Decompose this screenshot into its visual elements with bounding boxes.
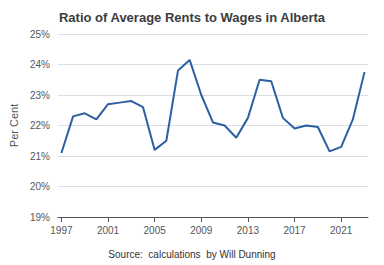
svg-text:24%: 24%	[30, 59, 50, 70]
svg-text:20%: 20%	[30, 181, 50, 192]
svg-text:23%: 23%	[30, 90, 50, 101]
svg-text:2005: 2005	[144, 225, 167, 236]
svg-text:Per Cent: Per Cent	[8, 104, 20, 147]
svg-text:1997: 1997	[50, 225, 73, 236]
svg-text:Source: calculations by Will: Source: calculations by Will Dunning	[108, 249, 275, 260]
svg-text:2009: 2009	[190, 225, 213, 236]
svg-text:2021: 2021	[330, 225, 353, 236]
svg-text:25%: 25%	[30, 29, 50, 40]
svg-text:22%: 22%	[30, 120, 50, 131]
svg-text:2017: 2017	[283, 225, 306, 236]
svg-text:2013: 2013	[237, 225, 260, 236]
svg-text:Ratio of Average Rents to Wage: Ratio of Average Rents to Wages in Alber…	[59, 10, 326, 25]
svg-text:21%: 21%	[30, 151, 50, 162]
svg-text:19%: 19%	[30, 212, 50, 223]
svg-text:2001: 2001	[97, 225, 120, 236]
